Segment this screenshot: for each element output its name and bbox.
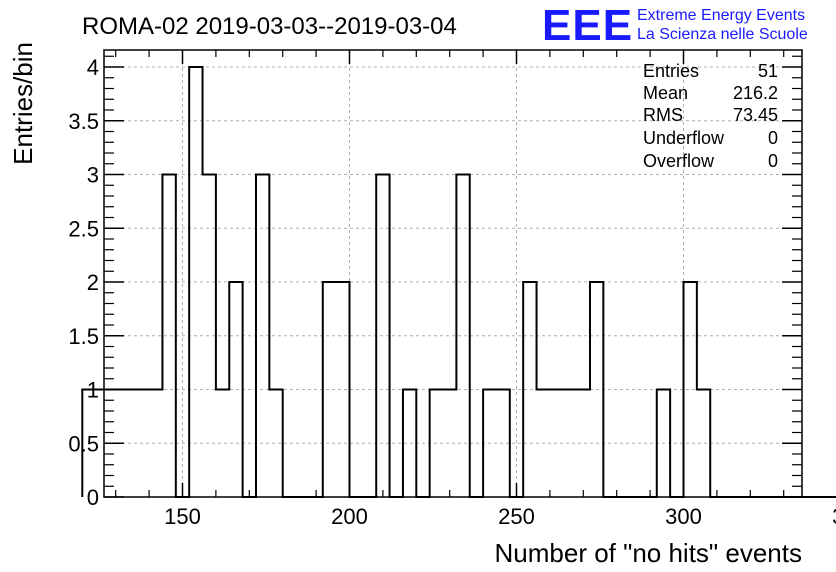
y-tick-label: 1.5	[68, 324, 99, 349]
x-tick-labels: 150200250300350400450500	[164, 504, 836, 529]
stats-mean-label: Mean	[643, 83, 688, 103]
chart-title: ROMA-02 2019-03-03--2019-03-04	[82, 13, 457, 40]
stats-underflow-value: 0	[768, 128, 778, 148]
stats-overflow-value: 0	[768, 151, 778, 171]
stats-rms-value: 73.45	[733, 105, 778, 125]
plot-frame	[103, 49, 803, 498]
logo-line-2: La Scienza nelle Scuole	[637, 26, 808, 43]
x-axis-title: Number of "no hits" events	[495, 538, 803, 568]
y-tick-labels: 0 0.5 1 1.5 2 2.5 3 3.5 4	[68, 55, 99, 510]
y-tick-label: 3	[87, 163, 99, 188]
stats-entries-label: Entries	[643, 61, 699, 81]
stats-underflow-label: Underflow	[643, 128, 725, 148]
y-axis-title: Entries/bin	[8, 42, 38, 165]
x-tick-label: 300	[665, 504, 702, 529]
eee-logo-mark: EEE	[542, 1, 633, 50]
eee-logo: EEE Extreme Energy Events La Scienza nel…	[542, 1, 808, 50]
histogram-outline	[81, 66, 836, 498]
stats-mean-value: 216.2	[733, 83, 778, 103]
stats-rms-label: RMS	[643, 105, 683, 125]
x-tick-label: 350	[832, 504, 836, 529]
x-tick-label: 250	[498, 504, 535, 529]
y-tick-label: 0.5	[68, 431, 99, 456]
y-tick-label: 2	[87, 270, 99, 295]
stats-box: Entries 51 Mean 216.2 RMS 73.45 Underflo…	[643, 61, 778, 171]
y-tick-label: 4	[87, 55, 99, 80]
grid-lines	[104, 50, 802, 497]
y-tick-label: 3.5	[68, 109, 99, 134]
y-tick-label: 0	[87, 485, 99, 510]
x-tick-label: 200	[331, 504, 368, 529]
y-tick-label: 2.5	[68, 216, 99, 241]
stats-overflow-label: Overflow	[643, 151, 715, 171]
stats-entries-value: 51	[758, 61, 778, 81]
x-tick-label: 150	[164, 504, 201, 529]
logo-line-1: Extreme Energy Events	[637, 7, 805, 24]
y-tick-label: 1	[87, 378, 99, 403]
axis-ticks	[104, 50, 802, 498]
